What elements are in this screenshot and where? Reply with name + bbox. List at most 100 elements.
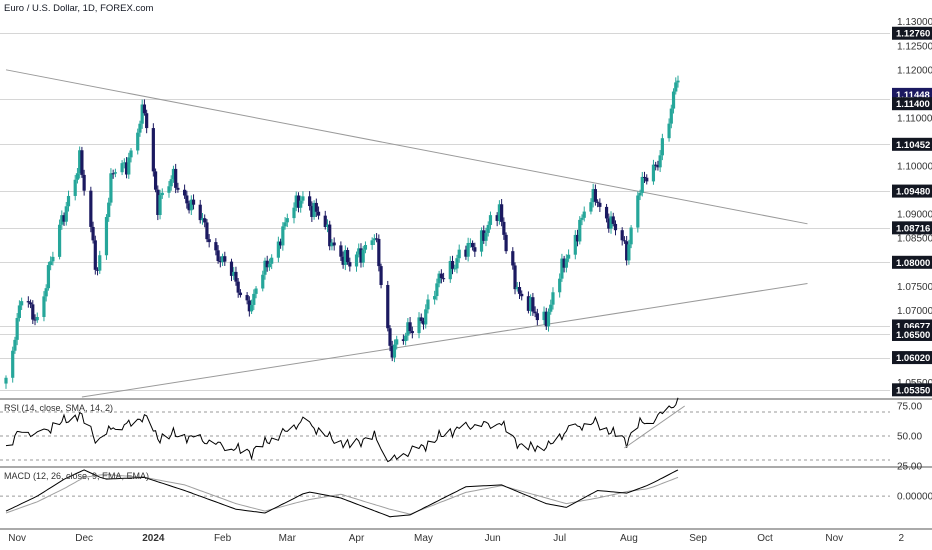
candle-down [218,261,222,263]
candle-up [660,138,664,156]
candle-down [520,293,524,297]
candle-up [426,299,430,310]
candle-down [314,202,318,212]
candle-down [207,239,211,243]
price-level-label[interactable]: 1.11400 [892,97,932,111]
candle-down [604,206,609,219]
trendline[interactable] [81,282,808,398]
time-tick-label: Mar [279,533,297,544]
price-level-label[interactable]: 1.08716 [892,221,932,235]
candle-down [533,311,537,314]
candle-up [17,305,21,318]
price-level-label[interactable]: 1.06020 [892,351,932,365]
candle-down [236,281,240,293]
candle-up [270,257,274,264]
price-level-label[interactable]: 1.06500 [892,327,932,341]
price-axis[interactable]: 1.130001.125001.120001.115001.110001.100… [892,17,932,503]
candle-down [410,331,414,334]
candle-down [279,241,283,246]
time-tick-label: Nov [8,533,26,544]
candle-down [328,224,332,247]
rsi-trendline[interactable] [624,405,685,449]
price-level-label[interactable]: 1.05350 [892,383,932,397]
candle-down [408,322,412,332]
price-level-label-bg [892,184,932,198]
candle-down [645,177,649,182]
macd-line[interactable] [5,469,679,518]
candle-down [439,273,443,279]
macd-signal-line[interactable] [5,473,679,515]
price-tick-label: 1.09000 [897,210,932,221]
candle-up [44,288,48,297]
candle-up [20,301,24,306]
candle-up [457,249,461,259]
candle-up [651,164,656,182]
candle-down [441,278,446,280]
candle-up [330,242,334,247]
candle-up [129,150,133,158]
candle-down [89,190,93,227]
candle-down [183,189,187,196]
candle-down [33,319,37,321]
candle-up [109,173,113,203]
candle-down [176,187,180,190]
candle-down [245,295,249,301]
candle-up [261,274,265,289]
candle-down [93,240,97,270]
candle-down [26,301,30,303]
candle-up [488,215,493,225]
candle-up [609,216,613,229]
price-level-label[interactable]: 1.08000 [892,255,932,269]
candle-up [417,317,421,334]
price-level-label[interactable]: 1.12760 [892,26,932,40]
price-level-label-bg [892,221,932,235]
time-tick-label: Aug [620,533,638,544]
candle-up [361,249,365,263]
candle-down [388,328,392,346]
rsi-pane[interactable]: RSI (14, close, SMA, 14, 2) [0,397,890,463]
candle-up [392,344,397,358]
candle-up [57,224,62,257]
candle-down [151,128,155,172]
macd-pane[interactable]: MACD (12, 26, close, 9, EMA, EMA) [0,469,890,518]
candle-up [591,189,595,203]
candle-down [28,302,33,305]
candle-down [95,269,100,271]
candle-up [546,311,551,327]
candle-up [640,176,644,193]
candle-up [64,206,68,222]
candle-up [60,215,64,225]
price-level-label[interactable]: 1.10452 [892,137,932,151]
candle-up [169,179,173,187]
candle-down [544,311,548,327]
candle-down [622,240,627,242]
candle-down [656,165,660,168]
candle-up [122,162,126,164]
candle-down [531,297,535,312]
candle-up [254,288,258,294]
price-level-label[interactable]: 1.09480 [892,184,932,198]
candle-up [113,172,117,174]
rsi-title: RSI (14, close, SMA, 14, 2) [4,403,113,413]
time-tick-label: Nov [825,533,843,544]
chart-header: Euro / U.S. Dollar, 1D, FOREX.com [4,3,153,14]
candle-up [580,217,584,220]
candle-down [654,164,658,166]
candle-down [153,171,158,190]
candle-down [464,249,468,257]
candle-down [513,265,517,290]
time-tick-label: 2024 [142,533,165,544]
price-tick-label: 1.12000 [897,65,932,76]
time-tick-label: Dec [75,533,93,544]
trendline[interactable] [5,69,808,225]
candle-up [573,234,577,255]
price-pane[interactable] [0,33,932,530]
candle-down [504,234,508,252]
candle-up [136,132,140,151]
time-axis[interactable]: Nov Dec 2024 Feb Mar Apr May Jun Jul Aug Sep Oct Nov… [8,533,904,544]
rsi-line[interactable] [5,397,679,463]
candle-up [549,304,553,312]
candle-down [82,174,86,191]
candle-down [185,195,189,204]
